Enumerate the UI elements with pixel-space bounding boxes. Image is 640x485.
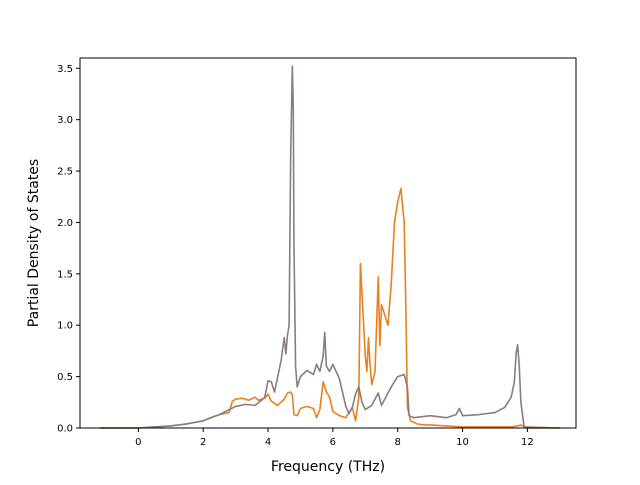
y-tick-label: 2.0 (57, 218, 73, 229)
plot-area-frame (79, 57, 577, 429)
x-tick-label: 8 (395, 437, 401, 448)
x-tick-label: 0 (135, 437, 141, 448)
y-axis-label: Partial Density of States (26, 159, 42, 327)
y-tick-label: 1.0 (57, 321, 73, 332)
x-tick-label: 12 (521, 437, 534, 448)
x-axis-ticks: 0 2 4 6 8 10 12 (135, 428, 534, 448)
x-axis-label: Frequency (THz) (271, 459, 385, 475)
y-tick-label: 2.5 (57, 167, 73, 178)
y-tick-label: 0.5 (57, 372, 73, 383)
x-tick-label: 2 (200, 437, 206, 448)
y-tick-label: 3.5 (57, 64, 73, 75)
x-tick-label: 4 (265, 437, 271, 448)
series-layer (99, 65, 560, 429)
y-axis-ticks: 0.0 0.5 1.0 1.5 2.0 2.5 3.0 3.5 (57, 64, 80, 435)
x-tick-label: 6 (330, 437, 336, 448)
y-tick-label: 0.0 (57, 424, 73, 435)
x-tick-label: 10 (456, 437, 469, 448)
y-tick-label: 3.0 (57, 115, 73, 126)
y-tick-label: 1.5 (57, 269, 73, 280)
series-line-2 (99, 65, 560, 429)
